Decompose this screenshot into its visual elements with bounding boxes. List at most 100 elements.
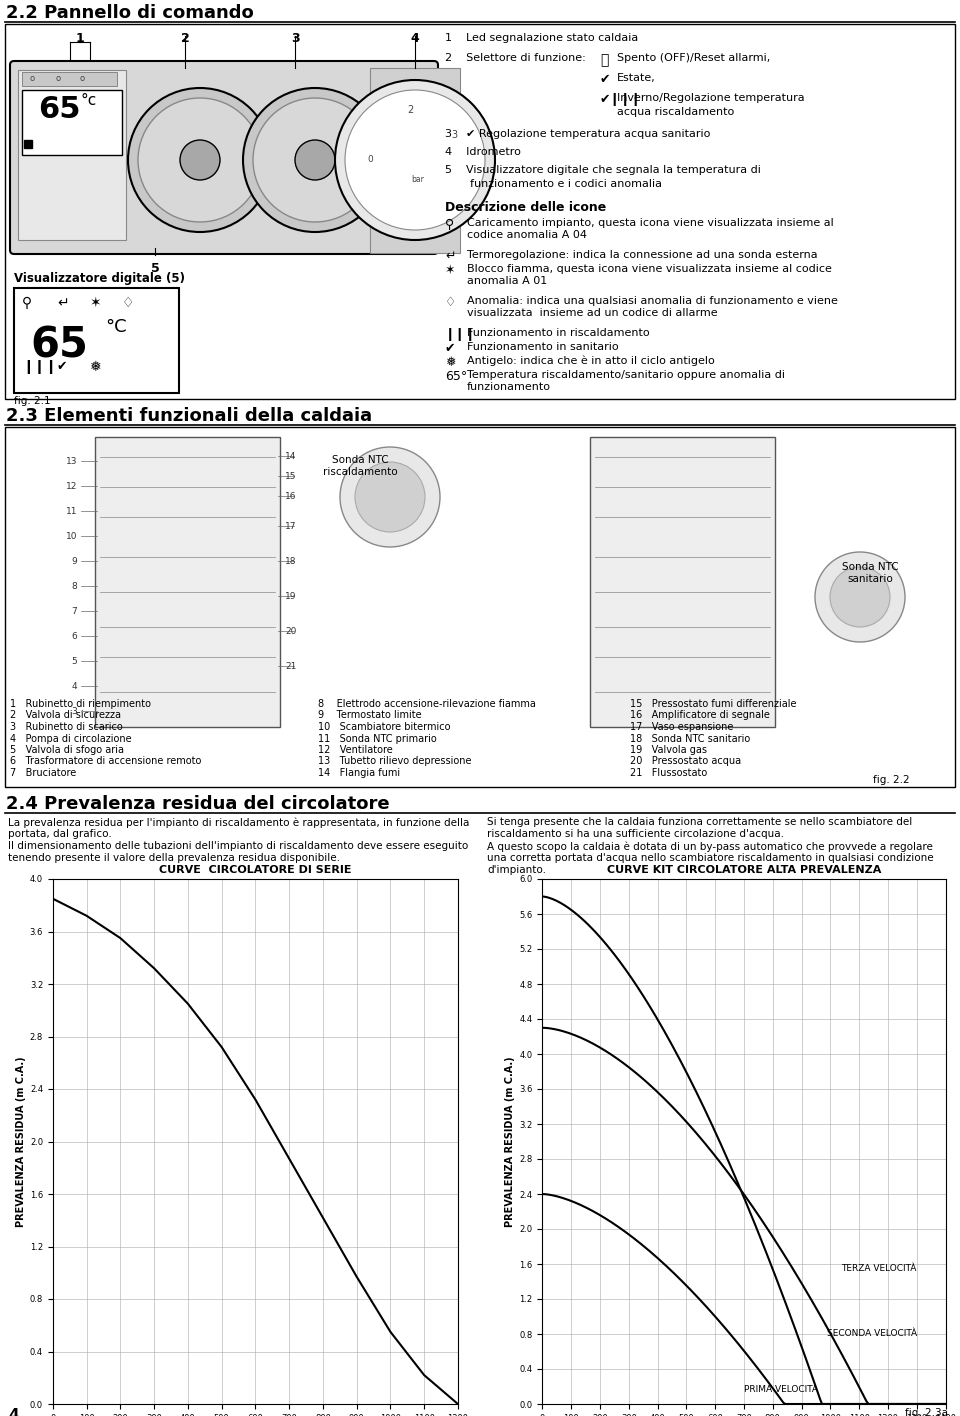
Text: Antigelo: indica che è in atto il ciclo antigelo: Antigelo: indica che è in atto il ciclo … (467, 355, 715, 367)
Text: 2.3 Elementi funzionali della caldaia: 2.3 Elementi funzionali della caldaia (6, 406, 372, 425)
Circle shape (345, 91, 485, 229)
Text: riscaldamento si ha una sufficiente circolazione d'acqua.: riscaldamento si ha una sufficiente circ… (487, 828, 784, 840)
Text: 13: 13 (65, 457, 77, 466)
Text: ✔: ✔ (445, 343, 455, 355)
Text: 11: 11 (65, 507, 77, 515)
Text: Funzionamento in sanitario: Funzionamento in sanitario (467, 343, 618, 353)
Text: 65: 65 (30, 326, 88, 367)
Circle shape (355, 462, 425, 532)
Text: ✔: ✔ (600, 74, 611, 86)
Text: ♢: ♢ (445, 296, 456, 309)
Circle shape (128, 88, 272, 232)
Text: 65°: 65° (445, 370, 468, 382)
Text: ♢: ♢ (122, 296, 134, 310)
Text: Estate,: Estate, (617, 74, 656, 84)
Text: riscaldamento: riscaldamento (323, 467, 397, 477)
Bar (590, 438, 775, 726)
FancyBboxPatch shape (10, 61, 438, 253)
Text: 19   Valvola gas: 19 Valvola gas (630, 745, 707, 755)
Text: 20: 20 (285, 627, 297, 636)
Text: 20   Pressostato acqua: 20 Pressostato acqua (630, 756, 741, 766)
Text: 0: 0 (367, 154, 372, 164)
Text: Sonda NTC: Sonda NTC (842, 562, 899, 572)
Text: 12   Ventilatore: 12 Ventilatore (318, 745, 393, 755)
Text: ⏻: ⏻ (600, 52, 609, 67)
Text: PRIMA VELOCITÀ: PRIMA VELOCITÀ (744, 1385, 818, 1393)
Text: Descrizione delle icone: Descrizione delle icone (445, 201, 607, 214)
Text: 1    Led segnalazione stato caldaia: 1 Led segnalazione stato caldaia (445, 33, 638, 42)
Text: 19: 19 (285, 592, 297, 600)
Text: 3    ✔ Regolazione temperatura acqua sanitario: 3 ✔ Regolazione temperatura acqua sanita… (445, 129, 710, 139)
Text: 14   Flangia fumi: 14 Flangia fumi (318, 767, 400, 777)
Text: 1   Rubinetto di riempimento: 1 Rubinetto di riempimento (10, 700, 151, 709)
Text: o: o (30, 74, 36, 84)
Text: 2    Selettore di funzione:: 2 Selettore di funzione: (445, 52, 586, 62)
Bar (18, 69, 126, 239)
Text: 3: 3 (291, 33, 300, 45)
Y-axis label: PREVALENZA RESIDUA (m C.A.): PREVALENZA RESIDUA (m C.A.) (505, 1056, 516, 1226)
Text: Temperatura riscaldamento/sanitario oppure anomalia di
funzionamento: Temperatura riscaldamento/sanitario oppu… (467, 370, 785, 392)
Text: A questo scopo la caldaia è dotata di un by-pass automatico che provvede a regol: A questo scopo la caldaia è dotata di un… (487, 841, 933, 851)
Text: 2: 2 (407, 105, 413, 115)
Title: CURVE KIT CIRCOLATORE ALTA PREVALENZA: CURVE KIT CIRCOLATORE ALTA PREVALENZA (607, 865, 881, 875)
Text: ❙❙❙: ❙❙❙ (22, 360, 57, 374)
Text: ↵: ↵ (445, 251, 455, 263)
Text: ❙❙❙: ❙❙❙ (445, 329, 476, 341)
Text: ↵: ↵ (57, 296, 68, 310)
Text: Visualizzatore digitale (5): Visualizzatore digitale (5) (14, 272, 185, 285)
Text: 21   Flussostato: 21 Flussostato (630, 767, 708, 777)
Text: 15   Pressostato fumi differenziale: 15 Pressostato fumi differenziale (630, 700, 797, 709)
Text: 15: 15 (285, 472, 297, 481)
Text: °c: °c (80, 93, 96, 108)
Circle shape (180, 140, 220, 180)
Text: 11   Sonda NTC primario: 11 Sonda NTC primario (318, 733, 437, 743)
Text: 5: 5 (71, 657, 77, 666)
Bar (95, 438, 280, 726)
Text: ❅: ❅ (445, 355, 455, 370)
Text: 2.2 Pannello di comando: 2.2 Pannello di comando (6, 4, 253, 23)
Text: 10: 10 (65, 532, 77, 541)
Title: CURVE  CIRCOLATORE DI SERIE: CURVE CIRCOLATORE DI SERIE (159, 865, 351, 875)
Text: La prevalenza residua per l'impianto di riscaldamento è rappresentata, in funzio: La prevalenza residua per l'impianto di … (8, 817, 469, 827)
Text: 5: 5 (151, 262, 159, 275)
Text: 17   Vaso espansione: 17 Vaso espansione (630, 722, 733, 732)
Text: Blocco fiamma, questa icona viene visualizzata insieme al codice
anomalia A 01: Blocco fiamma, questa icona viene visual… (467, 263, 832, 286)
Text: 9    Termostato limite: 9 Termostato limite (318, 711, 421, 721)
Text: Si tenga presente che la caldaia funziona correttamente se nello scambiatore del: Si tenga presente che la caldaia funzion… (487, 817, 912, 827)
Text: Inverno/Regolazione temperatura: Inverno/Regolazione temperatura (617, 93, 804, 103)
Text: 12: 12 (65, 481, 77, 491)
Circle shape (335, 79, 495, 239)
Text: 18   Sonda NTC sanitario: 18 Sonda NTC sanitario (630, 733, 751, 743)
Text: Funzionamento in riscaldamento: Funzionamento in riscaldamento (467, 329, 650, 338)
Text: 6: 6 (71, 632, 77, 641)
Text: Il dimensionamento delle tubazioni dell'impianto di riscaldamento deve essere es: Il dimensionamento delle tubazioni dell'… (8, 841, 468, 851)
Text: 5   Valvola di sfogo aria: 5 Valvola di sfogo aria (10, 745, 124, 755)
Text: ✔: ✔ (57, 360, 67, 372)
Text: portata, dal grafico.: portata, dal grafico. (8, 828, 111, 840)
Text: acqua riscaldamento: acqua riscaldamento (617, 108, 734, 118)
Circle shape (815, 552, 905, 641)
Text: 6   Trasformatore di accensione remoto: 6 Trasformatore di accensione remoto (10, 756, 202, 766)
Text: ✶: ✶ (90, 296, 102, 310)
Text: bar: bar (412, 176, 424, 184)
Text: 10   Scambiatore bitermico: 10 Scambiatore bitermico (318, 722, 450, 732)
Text: ✶: ✶ (445, 263, 455, 278)
Text: 14: 14 (285, 452, 297, 462)
Text: 8    Elettrodo accensione-rilevazione fiamma: 8 Elettrodo accensione-rilevazione fiamm… (318, 700, 536, 709)
Y-axis label: PREVALENZA RESIDUA (m C.A.): PREVALENZA RESIDUA (m C.A.) (15, 1056, 26, 1226)
Text: una corretta portata d'acqua nello scambiatore riscaldamento in qualsiasi condiz: una corretta portata d'acqua nello scamb… (487, 852, 934, 862)
Text: SECONDA VELOCITÀ: SECONDA VELOCITÀ (827, 1330, 917, 1338)
Text: sanitario: sanitario (847, 573, 893, 583)
Text: tenendo presente il valore della prevalenza residua disponibile.: tenendo presente il valore della prevale… (8, 852, 340, 862)
Text: 4: 4 (71, 683, 77, 691)
Bar (22, 91, 122, 154)
Text: 5    Visualizzatore digitale che segnala la temperatura di: 5 Visualizzatore digitale che segnala la… (445, 166, 761, 176)
Circle shape (830, 566, 890, 627)
Text: 21: 21 (285, 663, 297, 671)
Text: Caricamento impianto, questa icona viene visualizzata insieme al
codice anomalia: Caricamento impianto, questa icona viene… (467, 218, 833, 239)
Text: 2.4 Prevalenza residua del circolatore: 2.4 Prevalenza residua del circolatore (6, 794, 390, 813)
Text: Spento (OFF)/Reset allarmi,: Spento (OFF)/Reset allarmi, (617, 52, 770, 62)
Text: 4: 4 (8, 1408, 18, 1416)
Text: o: o (80, 74, 85, 84)
Text: d'impianto.: d'impianto. (487, 865, 546, 875)
